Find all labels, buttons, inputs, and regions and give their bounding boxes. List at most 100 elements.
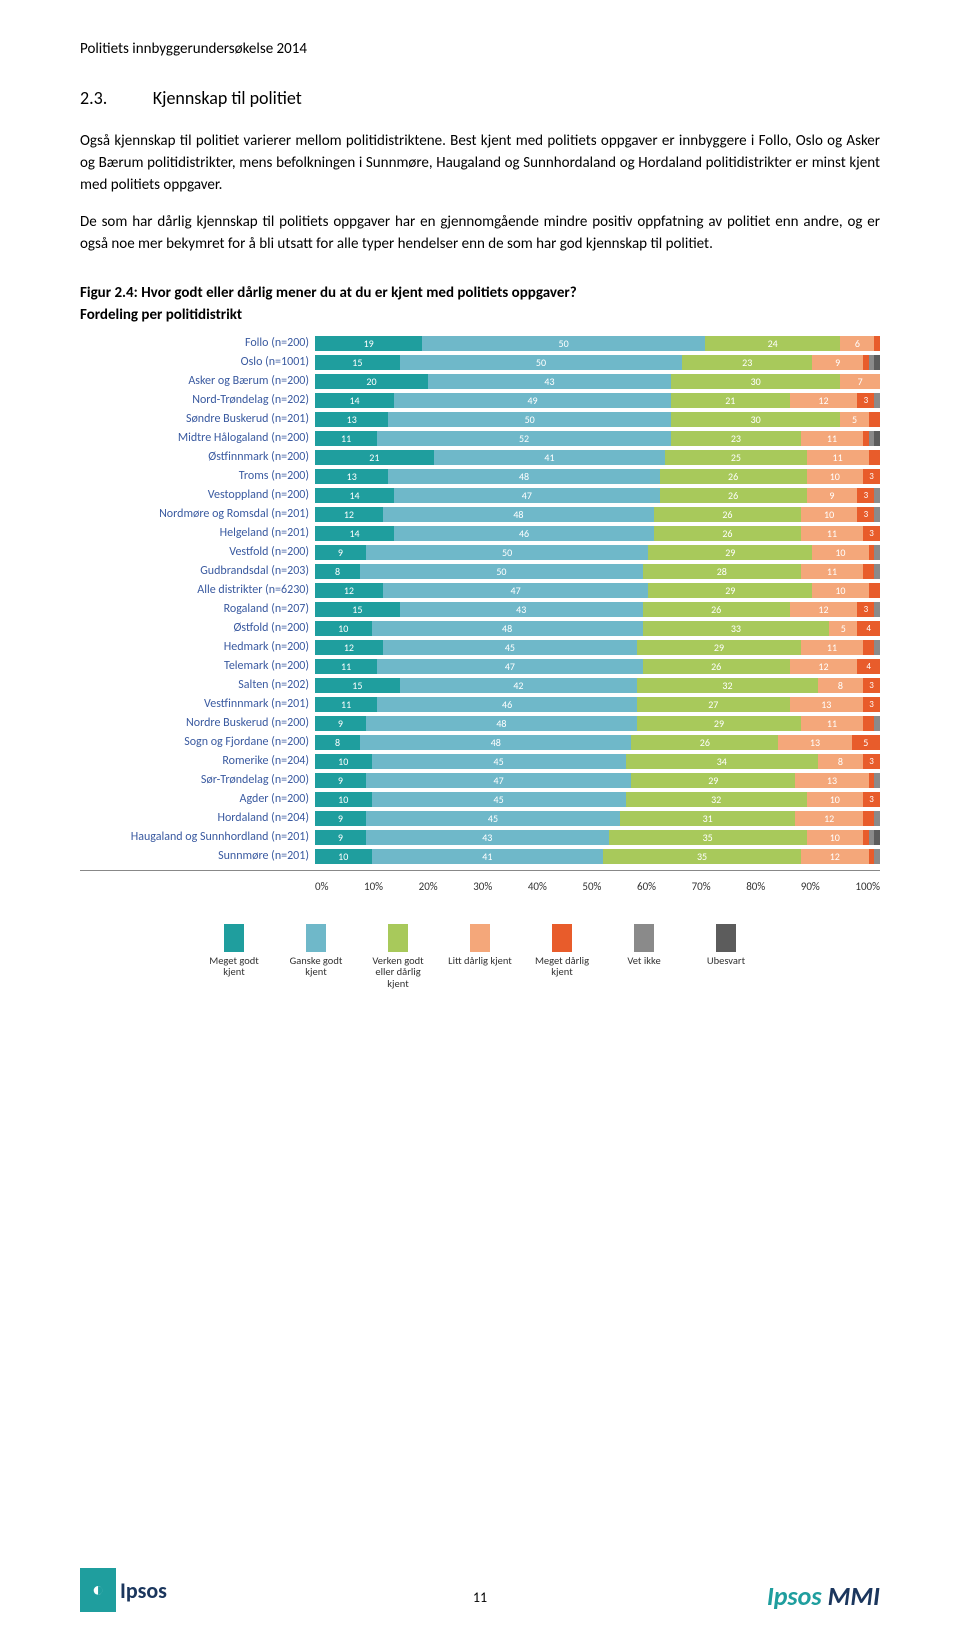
bar-segment: 26: [654, 507, 801, 522]
bar-segment: 32: [637, 678, 818, 693]
page-number: 11: [473, 1589, 487, 1606]
legend-swatch: [388, 924, 408, 952]
legend-item: Ganske godt kjent: [284, 924, 348, 990]
bar-stack: 14472693: [315, 488, 880, 503]
legend-item: Verken godt eller dårlig kjent: [366, 924, 430, 990]
row-label: Troms (n=200): [80, 469, 315, 483]
chart-row: Nordmøre og Romsdal (n=201)124826103: [80, 505, 880, 524]
bar-segment: 3: [863, 754, 880, 769]
bar-segment: 23: [682, 355, 812, 370]
bar-segment: 50: [366, 545, 649, 560]
bar-segment: 3: [857, 393, 874, 408]
bar-segment: 45: [372, 792, 626, 807]
bar-segment: 45: [366, 811, 620, 826]
bar-segment: 15: [315, 678, 400, 693]
bar-segment: [869, 450, 880, 465]
bar-segment: 47: [394, 488, 660, 503]
chart-row: Sunnmøre (n=201)10413512: [80, 847, 880, 866]
bar-segment: 9: [812, 355, 863, 370]
bar-segment: 25: [665, 450, 806, 465]
bar-segment: 29: [637, 640, 801, 655]
bar-segment: [874, 355, 880, 370]
legend-item: Meget godt kjent: [202, 924, 266, 990]
bar-segment: 45: [383, 640, 637, 655]
bar-segment: [874, 431, 880, 446]
bar-segment: 13: [778, 735, 851, 750]
bar-segment: 29: [637, 716, 801, 731]
ipsos-mmi-logo: IpsosMMI: [767, 1580, 880, 1612]
chart-row: Østfold (n=200)10483354: [80, 619, 880, 638]
bar-segment: [874, 545, 880, 560]
bar-segment: 48: [388, 469, 659, 484]
bar-segment: 30: [671, 412, 841, 427]
legend-label: Ganske godt kjent: [284, 955, 348, 978]
bar-segment: 3: [863, 697, 880, 712]
bar-segment: 11: [315, 431, 377, 446]
bar-segment: 21: [315, 450, 434, 465]
bar-segment: 13: [790, 697, 863, 712]
row-label: Asker og Bærum (n=200): [80, 374, 315, 388]
row-label: Oslo (n=1001): [80, 355, 315, 369]
bar-stack: 1950246: [315, 336, 880, 351]
row-label: Salten (n=202): [80, 678, 315, 692]
bar-segment: 26: [660, 488, 807, 503]
bar-segment: 20: [315, 374, 428, 389]
row-label: Nordre Buskerud (n=200): [80, 716, 315, 730]
chart-row: Alle distrikter (n=6230)12472910: [80, 581, 880, 600]
bar-segment: 12: [790, 602, 858, 617]
bar-segment: 9: [315, 545, 366, 560]
bar-segment: [874, 716, 880, 731]
row-label: Vestfold (n=200): [80, 545, 315, 559]
bar-segment: 14: [315, 526, 394, 541]
chart-row: Hordaland (n=204)9453112: [80, 809, 880, 828]
paragraph-1: Også kjennskap til politiet varierer mel…: [80, 131, 880, 196]
bar-stack: 104532103: [315, 792, 880, 807]
bar-segment: 14: [315, 488, 394, 503]
page-footer: ◐ Ipsos 11 IpsosMMI: [0, 1568, 960, 1612]
row-label: Søndre Buskerud (n=201): [80, 412, 315, 426]
bar-segment: 14: [315, 393, 394, 408]
bar-segment: 26: [643, 602, 790, 617]
bar-segment: 32: [626, 792, 807, 807]
document-header: Politiets innbyggerundersøkelse 2014: [80, 40, 880, 58]
bar-segment: 27: [637, 697, 790, 712]
chart-row: Vestfold (n=200)9502910: [80, 543, 880, 562]
bar-segment: 6: [840, 336, 874, 351]
chart-row: Vestoppland (n=200)14472693: [80, 486, 880, 505]
bar-segment: 11: [315, 697, 377, 712]
bar-segment: 4: [857, 659, 880, 674]
row-label: Telemark (n=200): [80, 659, 315, 673]
bar-segment: 47: [377, 659, 643, 674]
x-axis: 0%10%20%30%40%50%60%70%80%90%100%: [80, 870, 880, 898]
bar-segment: 10: [807, 792, 864, 807]
bar-stack: 9433510: [315, 830, 880, 845]
bar-segment: 3: [863, 792, 880, 807]
bar-segment: 10: [315, 849, 372, 864]
section-heading: 2.3. Kjennskap til politiet: [80, 82, 880, 111]
bar-segment: 29: [648, 545, 812, 560]
axis-tick: 20%: [419, 880, 438, 893]
bar-segment: 46: [394, 526, 654, 541]
row-label: Rogaland (n=207): [80, 602, 315, 616]
chart-row: Sogn og Fjordane (n=200)84826135: [80, 733, 880, 752]
bar-segment: 43: [428, 374, 671, 389]
bar-segment: 9: [315, 716, 366, 731]
bar-segment: 5: [829, 621, 857, 636]
row-label: Alle distrikter (n=6230): [80, 583, 315, 597]
row-label: Sunnmøre (n=201): [80, 849, 315, 863]
bar-segment: [874, 602, 880, 617]
stacked-bar-chart: Follo (n=200)1950246Oslo (n=1001)1550239…: [80, 334, 880, 866]
row-label: Sogn og Fjordane (n=200): [80, 735, 315, 749]
bar-segment: 10: [812, 583, 869, 598]
row-label: Hedmark (n=200): [80, 640, 315, 654]
legend-swatch: [634, 924, 654, 952]
bar-segment: 21: [671, 393, 790, 408]
bar-stack: 21412511: [315, 450, 880, 465]
bar-segment: [874, 640, 880, 655]
legend-label: Verken godt eller dårlig kjent: [366, 955, 430, 990]
chart-legend: Meget godt kjent Ganske godt kjent Verken …: [80, 924, 880, 990]
bar-stack: 9472913: [315, 773, 880, 788]
bar-segment: 33: [643, 621, 829, 636]
axis-tick: 80%: [746, 880, 765, 893]
chart-row: Gudbrandsdal (n=203)8502811: [80, 562, 880, 581]
